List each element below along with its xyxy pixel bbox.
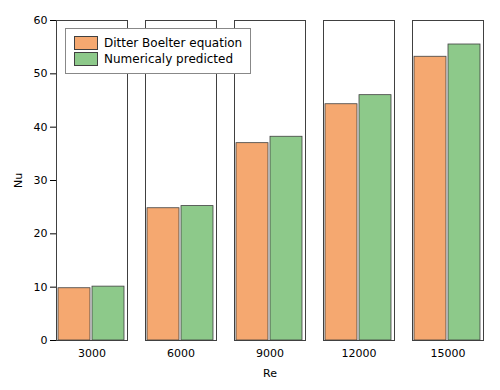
svg-text:6000: 6000 xyxy=(167,347,195,360)
svg-text:30: 30 xyxy=(34,174,48,187)
svg-text:20: 20 xyxy=(34,227,48,240)
svg-text:Nu: Nu xyxy=(12,173,25,188)
svg-text:0: 0 xyxy=(41,334,48,347)
svg-text:Re: Re xyxy=(263,367,277,380)
svg-text:10: 10 xyxy=(34,281,48,294)
html-text:Numericaly predicted: Numericaly predicted xyxy=(104,52,233,66)
svg-text:60: 60 xyxy=(34,14,48,27)
svg-text:40: 40 xyxy=(34,121,48,134)
html-text:Ditter Boelter equation: Ditter Boelter equation xyxy=(104,36,243,50)
svg-text:15000: 15000 xyxy=(431,347,466,360)
svg-text:9000: 9000 xyxy=(256,347,284,360)
svg-text:50: 50 xyxy=(34,67,48,80)
svg-text:3000: 3000 xyxy=(78,347,106,360)
svg-text:12000: 12000 xyxy=(342,347,377,360)
